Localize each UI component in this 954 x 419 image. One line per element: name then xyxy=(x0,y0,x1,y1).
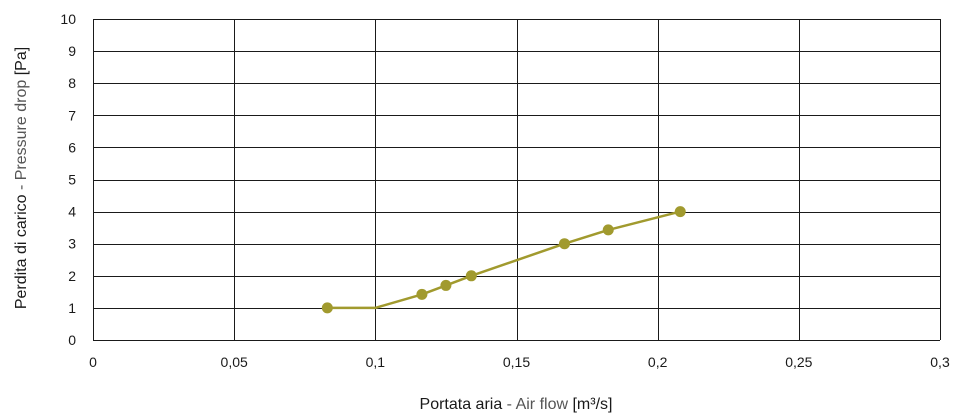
x-tick-label: 0,2 xyxy=(648,354,668,370)
x-axis-title: Portata aria - Air flow [m³/s] xyxy=(420,396,613,413)
series-line xyxy=(327,210,681,310)
y-axis-title-sub: Pressure drop xyxy=(13,80,30,181)
data-point xyxy=(558,238,570,250)
x-tick-label: 0,1 xyxy=(366,354,386,370)
series xyxy=(321,206,686,314)
x-tick-label: 0 xyxy=(89,354,97,370)
data-point xyxy=(416,288,428,300)
data-point xyxy=(440,279,452,291)
y-tick-label: 9 xyxy=(68,43,76,59)
x-axis-title-unit: [m³/s] xyxy=(572,396,612,413)
data-point xyxy=(465,270,477,282)
y-tick-label: 8 xyxy=(68,75,76,91)
y-axis-title: Perdita di carico - Pressure drop [Pa] xyxy=(13,47,30,309)
y-tick-label: 6 xyxy=(68,139,76,155)
y-tick-label: 7 xyxy=(68,107,76,123)
y-tick-label: 1 xyxy=(68,300,76,316)
y-axis-title-main: Perdita di carico xyxy=(13,194,30,309)
x-axis-title-sub: Air flow xyxy=(516,396,569,413)
x-tick-label: 0,05 xyxy=(221,354,248,370)
data-point xyxy=(602,224,614,236)
data-point xyxy=(674,206,686,218)
x-tick-label: 0,3 xyxy=(930,354,950,370)
data-point xyxy=(321,302,333,314)
y-tick-label: 3 xyxy=(68,236,76,252)
y-axis-title-separator: - xyxy=(13,180,30,194)
y-tick-label: 4 xyxy=(68,204,76,220)
x-axis-title-separator: - xyxy=(502,396,515,413)
y-tick-label: 5 xyxy=(68,172,76,188)
y-tick-label: 0 xyxy=(68,332,76,348)
x-tick-label: 0,15 xyxy=(503,354,530,370)
grid xyxy=(93,19,941,341)
tick-labels: 0 0,05 0,1 0,15 0,2 0,25 0,3 0 1 2 3 4 5 6 7 8 9 10 xyxy=(60,11,950,370)
y-tick-label: 10 xyxy=(60,11,76,27)
x-axis-title-main: Portata aria xyxy=(420,396,503,413)
y-axis-title-unit: [Pa] xyxy=(13,47,30,75)
x-tick-label: 0,25 xyxy=(785,354,812,370)
y-tick-label: 2 xyxy=(68,268,76,284)
